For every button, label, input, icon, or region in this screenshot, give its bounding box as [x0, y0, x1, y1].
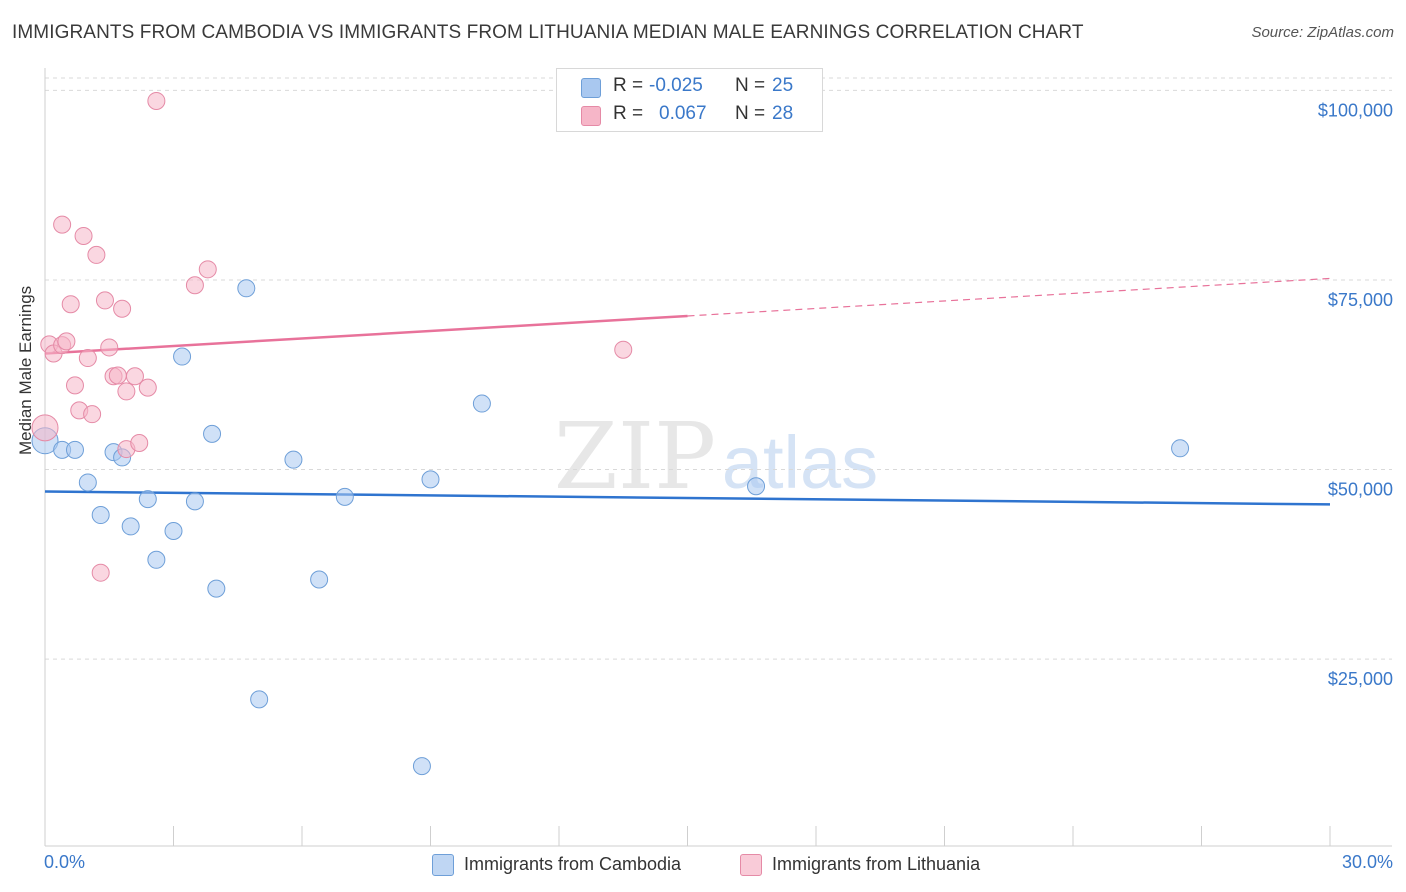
- cambodia-point: [412, 757, 431, 776]
- watermark-zip: ZIP: [554, 403, 716, 510]
- lithuania-point: [614, 340, 633, 359]
- y-tick-label: $25,000: [1328, 669, 1393, 689]
- lithuania-point: [147, 91, 166, 110]
- lithuania-point: [100, 338, 119, 357]
- cambodia-point: [121, 517, 140, 536]
- lithuania-point: [125, 367, 144, 386]
- trend-layer: [44, 277, 1331, 506]
- legend-item-lithuania[interactable]: Immigrants from Lithuania: [740, 852, 1030, 876]
- lithuania-point: [65, 376, 84, 395]
- r-value: 0.067: [659, 103, 707, 124]
- source-label: Source: ZipAtlas.com: [1251, 24, 1394, 41]
- trend-line: [44, 490, 1331, 506]
- cambodia-point: [284, 450, 303, 469]
- stats-box: R = -0.025 N = 25 R = 0.067 N = 28: [556, 68, 823, 132]
- cambodia-point: [173, 347, 192, 366]
- cambodia-point: [1171, 439, 1190, 458]
- x-axis-min-label: 0.0%: [44, 852, 86, 872]
- lithuania-swatch: [581, 106, 601, 126]
- cambodia-point: [91, 506, 110, 525]
- watermark-atlas: atlas: [722, 421, 878, 504]
- trend-line-extension: [687, 277, 1331, 317]
- lithuania-point: [87, 245, 106, 264]
- n-label: N =: [735, 103, 766, 124]
- lithuania-point: [113, 299, 132, 318]
- cambodia-point: [147, 550, 166, 569]
- cambodia-point: [421, 470, 440, 489]
- y-axis-label: Median Male Earnings: [16, 285, 35, 455]
- lithuania-point: [31, 414, 59, 442]
- legend-label-lithuania: Immigrants from Lithuania: [772, 854, 981, 874]
- trend-line: [44, 314, 688, 355]
- y-tick-label: $75,000: [1328, 290, 1393, 310]
- lithuania-point: [130, 434, 149, 452]
- y-tick-label: $100,000: [1318, 100, 1393, 120]
- n-value: 25: [772, 75, 794, 96]
- lithuania-point: [117, 382, 136, 401]
- r-label: R =: [613, 75, 644, 96]
- lithuania-point: [78, 349, 97, 368]
- lithuania-point: [83, 405, 102, 424]
- n-value: 28: [772, 103, 794, 124]
- lithuania-point: [61, 295, 80, 314]
- cambodia-point: [203, 424, 222, 443]
- lithuania-point: [108, 366, 127, 385]
- cambodia-point: [164, 521, 183, 540]
- cambodia-point: [207, 579, 226, 598]
- r-value: -0.025: [649, 75, 703, 96]
- cambodia-swatch: [581, 78, 601, 98]
- lithuania-point: [57, 332, 76, 351]
- axis-layer: $25,000 $50,000 $75,000 $100,000: [44, 68, 1393, 847]
- lithuania-point: [91, 563, 110, 582]
- grid-layer: [45, 77, 1392, 660]
- legend-label-cambodia: Immigrants from Cambodia: [464, 854, 682, 874]
- cambodia-point: [250, 690, 269, 709]
- y-tick-label: $50,000: [1328, 480, 1393, 500]
- cambodia-point: [78, 473, 97, 492]
- lithuania-point: [53, 215, 72, 234]
- cambodia-point: [747, 477, 766, 496]
- chart-title: IMMIGRANTS FROM CAMBODIA VS IMMIGRANTS F…: [12, 22, 1084, 43]
- x-axis-max-label: 30.0%: [1341, 852, 1393, 872]
- stats-row-lithuania: R = 0.067 N = 28: [581, 101, 811, 129]
- r-label: R =: [613, 103, 644, 124]
- cambodia-point: [310, 570, 329, 589]
- cambodia-point: [472, 394, 491, 413]
- lithuania-point: [74, 226, 93, 245]
- cambodia-point: [335, 487, 354, 506]
- stats-row-cambodia: R = -0.025 N = 25: [581, 73, 811, 101]
- lithuania-point: [198, 260, 217, 279]
- n-label: N =: [735, 75, 766, 96]
- lithuania-point: [138, 378, 157, 397]
- legend-item-cambodia[interactable]: Immigrants from Cambodia: [432, 852, 722, 876]
- cambodia-point: [65, 440, 84, 459]
- lithuania-point: [185, 276, 204, 295]
- legend-swatch-lithuania: [740, 854, 762, 876]
- lithuania-point: [95, 291, 114, 310]
- legend-swatch-cambodia: [432, 854, 454, 876]
- cambodia-point: [185, 492, 204, 511]
- cambodia-point: [138, 490, 157, 509]
- point-layer: [31, 91, 1190, 776]
- cambodia-point: [237, 279, 256, 298]
